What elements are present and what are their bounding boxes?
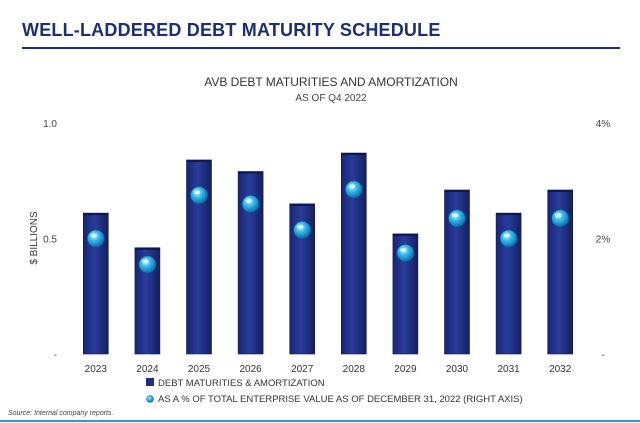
marker-2023 [86,229,105,248]
x-tick-label: 2030 [446,364,469,375]
marker-2025 [190,186,208,205]
bar-cap [392,233,418,236]
marker-2029 [396,244,415,262]
page-title-text: WELL-LADDERED DEBT MATURITY SCHEDULE [22,20,441,40]
bar-cap [83,213,109,216]
x-tick-label: 2028 [343,364,366,375]
title-rule [22,47,620,49]
x-tick-label: 2031 [497,364,520,375]
legend-bar-label: DEBT MATURITIES & AMORTIZATION [158,378,325,389]
marker-highlight [503,233,510,238]
bottom-rule [0,420,640,422]
page-title: WELL-LADDERED DEBT MATURITY SCHEDULE [22,20,441,41]
x-tick-label: 2023 [85,364,108,375]
y-tick-label: - [54,350,57,361]
bar-cap [289,203,315,206]
marker-highlight [400,247,407,252]
legend-marker-label: AS A % OF TOTAL ENTERPRISE VALUE AS OF D… [158,394,523,405]
marker-2027 [293,220,312,239]
legend-bar-swatch [146,378,154,386]
y-tick-label: 1.0 [43,119,57,130]
marker-2024 [138,255,157,274]
marker-highlight [451,213,459,218]
marker-2026 [241,195,260,213]
bar-cap [341,153,367,156]
marker-highlight [245,198,252,203]
chart-title: AVB DEBT MATURITIES AND AMORTIZATION [204,75,458,89]
x-tick-label: 2029 [394,364,417,375]
bar-cap [134,247,160,250]
bar-series [83,152,574,355]
marker-highlight [142,259,149,264]
y-axis-label: $ BILLIONS [29,211,40,265]
bar-cap [444,189,470,192]
y2-tick-label: 4% [596,119,611,130]
marker-highlight [348,184,355,189]
x-tick-label: 2032 [549,364,572,375]
bar-cap [186,159,212,162]
source-note: Source: Internal company reports. [8,410,114,417]
x-tick-label: 2025 [188,364,211,375]
legend-marker-swatch [146,395,154,403]
marker-2030 [448,209,466,228]
marker-2031 [499,229,518,248]
legend: DEBT MATURITIES & AMORTIZATION AS A % OF … [146,378,523,405]
x-axis-ticks: 2023 2024 2025 2026 2027 2028 2029 2030 2031 2032 [85,364,572,375]
x-tick-label: 2027 [291,364,314,375]
bar-cap [496,213,522,216]
marker-highlight [297,224,304,229]
chart-subtitle: AS OF Q4 2022 [295,93,367,104]
y-axis-ticks: - 0.5 1.0 [43,119,57,361]
y2-tick-label: - [601,350,604,361]
marker-highlight [193,190,201,195]
y2-tick-label: 2% [596,235,611,246]
y2-axis-ticks: - 2% 4% [596,119,611,361]
bar-cap [547,189,573,192]
bar-cap [238,171,264,174]
marker-highlight [90,233,98,238]
marker-2028 [344,180,363,199]
x-tick-label: 2026 [239,364,262,375]
x-tick-label: 2024 [136,364,159,375]
marker-series [86,180,570,274]
marker-2032 [551,209,570,228]
marker-highlight [555,213,562,218]
y-tick-label: 0.5 [43,235,57,246]
